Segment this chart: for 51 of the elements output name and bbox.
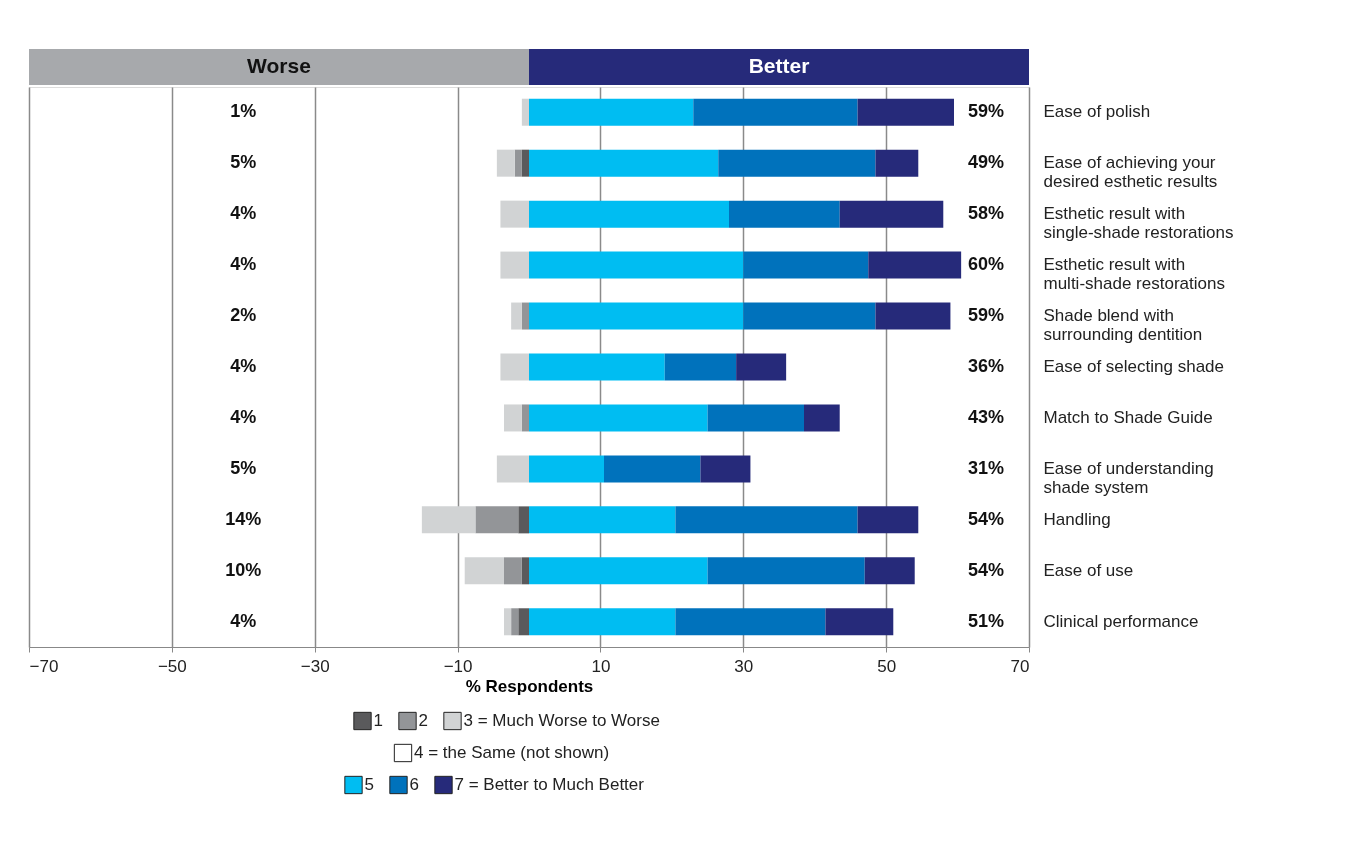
annotation: 59% — [968, 101, 1005, 122]
annotation: 5% — [230, 152, 257, 173]
annotation: 4% — [230, 254, 257, 275]
legend-label: 5 — [364, 775, 374, 794]
annotation: 4% — [230, 610, 257, 631]
annotation: 4% — [230, 406, 257, 427]
annotation: 2% — [230, 305, 257, 326]
annotation: 60% — [968, 254, 1005, 275]
annotation: 59% — [968, 305, 1005, 326]
text: Better — [748, 54, 810, 77]
legend-label: 7 = Better to Much Better — [454, 775, 645, 794]
x-tick-label: 70 — [1010, 656, 1030, 676]
annotation: 4% — [230, 203, 257, 224]
y-tick-label: Clinical performance — [1043, 611, 1199, 631]
x-axis-title: % Respondents — [465, 676, 594, 696]
y-tick-label: Ease of understanding shade system — [1043, 458, 1214, 497]
annotation: 4% — [230, 356, 257, 376]
annotation: 43% — [968, 406, 1005, 427]
annotation: 10% — [225, 559, 262, 580]
text: Worse — [247, 54, 311, 77]
x-tick-label: −50 — [157, 656, 187, 676]
y-tick-label: Match to Shade Guide — [1043, 407, 1213, 427]
x-tick-label: −70 — [29, 656, 59, 676]
y-tick-label: Ease of achieving your desired esthetic results — [1043, 153, 1218, 192]
y-tick-label: Ease of selecting shade — [1043, 357, 1225, 376]
y-tick-label: Ease of use — [1043, 560, 1134, 580]
y-tick-label: Esthetic result with single-shade restorations — [1043, 204, 1234, 243]
annotation: 49% — [968, 152, 1005, 173]
y-tick-label: Esthetic result with multi-shade restorations — [1043, 255, 1225, 294]
annotation: 1% — [230, 101, 257, 122]
x-tick-label: 10 — [591, 656, 611, 676]
legend-label: 4 = the Same (not shown) — [414, 743, 610, 762]
annotation: 14% — [225, 508, 262, 529]
legend-label: 3 = Much Worse to Worse — [463, 711, 660, 730]
y-tick-label: Shade blend with surrounding dentition — [1043, 306, 1203, 345]
legend-label: 1 — [373, 711, 383, 730]
annotation: 51% — [968, 610, 1005, 631]
x-tick-label: −30 — [300, 656, 330, 676]
annotation: 5% — [230, 457, 257, 478]
legend-label: 2 — [418, 711, 428, 730]
y-tick-label: Ease of polish — [1043, 102, 1151, 122]
x-tick-label: 50 — [877, 656, 897, 676]
annotation: 54% — [968, 559, 1005, 580]
annotation: 58% — [968, 203, 1005, 224]
annotation: 31% — [968, 457, 1005, 478]
annotation: 36% — [968, 356, 1005, 376]
annotation: 54% — [968, 508, 1005, 529]
x-tick-label: 30 — [734, 656, 754, 676]
legend-label: 6 — [409, 775, 419, 794]
x-tick-label: −10 — [443, 656, 473, 676]
y-tick-label: Handling — [1043, 509, 1111, 529]
